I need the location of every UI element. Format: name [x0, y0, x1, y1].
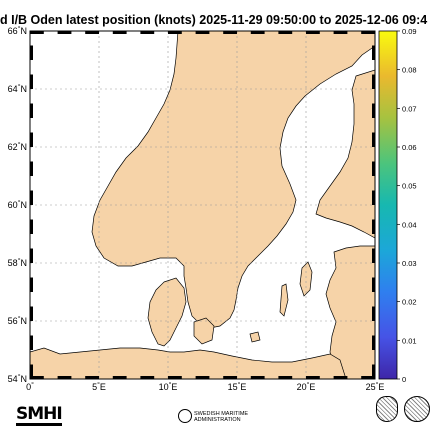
lon-tick-label: 15°E — [228, 381, 247, 392]
border-segment — [372, 364, 375, 379]
maritime-administration-logo: SWEDISH MARITIME ADMINISTRATION — [194, 411, 250, 423]
border-segment — [30, 364, 33, 379]
border-segment — [195, 376, 210, 379]
colorbar-tick-label: 0.01 — [402, 336, 417, 345]
land-gotland — [299, 261, 313, 297]
land-continent — [30, 347, 347, 379]
border-segment — [57, 31, 72, 34]
colorbar-labels: 0 0.01 0.02 0.03 0.04 0.05 0.06 0.07 0.08 0.09 — [397, 27, 417, 384]
land-bornholm — [249, 331, 261, 343]
border-segment — [112, 31, 127, 34]
border-segment — [361, 31, 375, 34]
border-segment — [30, 306, 33, 321]
border-segment — [30, 103, 33, 118]
latitude-labels: 54°N 56°N 58°N 60°N 62°N 64°N 66°N — [8, 25, 27, 384]
lat-tick-label: 66°N — [8, 25, 27, 36]
border-segment — [372, 277, 375, 292]
border-segment — [195, 31, 210, 34]
colorbar-tick-label: 0.05 — [402, 182, 417, 191]
org-line-2: ADMINISTRATION — [194, 417, 241, 423]
border-segment — [30, 248, 33, 263]
smhi-logo: SMHI — [16, 404, 63, 426]
lon-tick-label: 10°E — [159, 381, 178, 392]
colorbar-tick-label: 0.02 — [402, 298, 417, 307]
land-group — [30, 31, 375, 379]
border-segment — [30, 376, 44, 379]
border-segment — [30, 277, 33, 292]
border-segment — [223, 376, 237, 379]
land-denmark — [147, 277, 187, 347]
colorbar-tick-label: 0.07 — [402, 104, 417, 113]
colorbar-tick-label: 0.08 — [402, 66, 417, 75]
lat-tick-label: 58°N — [8, 257, 27, 268]
border-segment — [85, 31, 99, 34]
org-line-1: SWEDISH MARITIME — [194, 411, 249, 417]
emblem-icon — [376, 396, 398, 422]
lon-tick-label: 0° — [26, 381, 34, 392]
border-segment — [140, 376, 155, 379]
border-segment — [372, 306, 375, 321]
border-segment — [333, 376, 348, 379]
border-segment — [361, 376, 375, 379]
lat-tick-label: 60°N — [8, 199, 27, 210]
border-segment — [30, 132, 33, 147]
lat-tick-label: 62°N — [8, 141, 27, 152]
colorbar — [378, 30, 398, 380]
border-segment — [250, 31, 265, 34]
anchor-icon — [178, 409, 192, 423]
border-segment — [85, 376, 99, 379]
border-segment — [278, 376, 293, 379]
land-oland — [279, 283, 289, 317]
border-segment — [168, 31, 182, 34]
border-segment — [250, 376, 265, 379]
border-segment — [112, 376, 127, 379]
land-baltics — [325, 245, 375, 379]
lon-tick-label: 20°E — [297, 381, 316, 392]
colorbar-tick-label: 0.04 — [402, 220, 417, 229]
lon-tick-label: 5°E — [92, 381, 106, 392]
border-segment — [372, 45, 375, 60]
map-title: d I/B Oden latest position (knots) 2025-… — [0, 13, 428, 27]
border-segment — [372, 132, 375, 147]
colorbar-tick-label: 0.03 — [402, 259, 417, 268]
land-finland — [315, 69, 375, 239]
border-segment — [30, 335, 33, 350]
border-segment — [372, 190, 375, 205]
border-segment — [306, 376, 320, 379]
border-segment — [30, 190, 33, 205]
border-segment — [372, 335, 375, 350]
border-segment — [372, 219, 375, 234]
border-segment — [372, 248, 375, 263]
map-border — [30, 31, 375, 379]
border-segment — [372, 103, 375, 118]
border-segment — [168, 376, 182, 379]
longitude-labels: 0° 5°E 10°E 15°E 20°E 25°E — [26, 381, 384, 392]
colorbar-tick-label: 0 — [402, 375, 406, 384]
border-segment — [372, 161, 375, 176]
border-segment — [333, 31, 348, 34]
border-segment — [57, 376, 72, 379]
border-segment — [30, 45, 33, 60]
lat-tick-label: 54°N — [8, 373, 27, 384]
lat-tick-label: 56°N — [8, 315, 27, 326]
colorbar-tick-label: 0.09 — [402, 27, 417, 36]
colorbar-tick-label: 0.06 — [402, 143, 417, 152]
lat-tick-label: 64°N — [8, 83, 27, 94]
border-segment — [372, 74, 375, 89]
border-segment — [30, 74, 33, 89]
border-segment — [223, 31, 237, 34]
border-segment — [140, 31, 155, 34]
border-segment — [306, 31, 320, 34]
border-segment — [278, 31, 293, 34]
border-segment — [30, 31, 44, 34]
land-zealand — [193, 317, 215, 345]
border-segment — [30, 219, 33, 234]
border-segment — [30, 161, 33, 176]
lon-tick-label: 25°E — [366, 381, 385, 392]
seal-icon — [404, 396, 430, 422]
